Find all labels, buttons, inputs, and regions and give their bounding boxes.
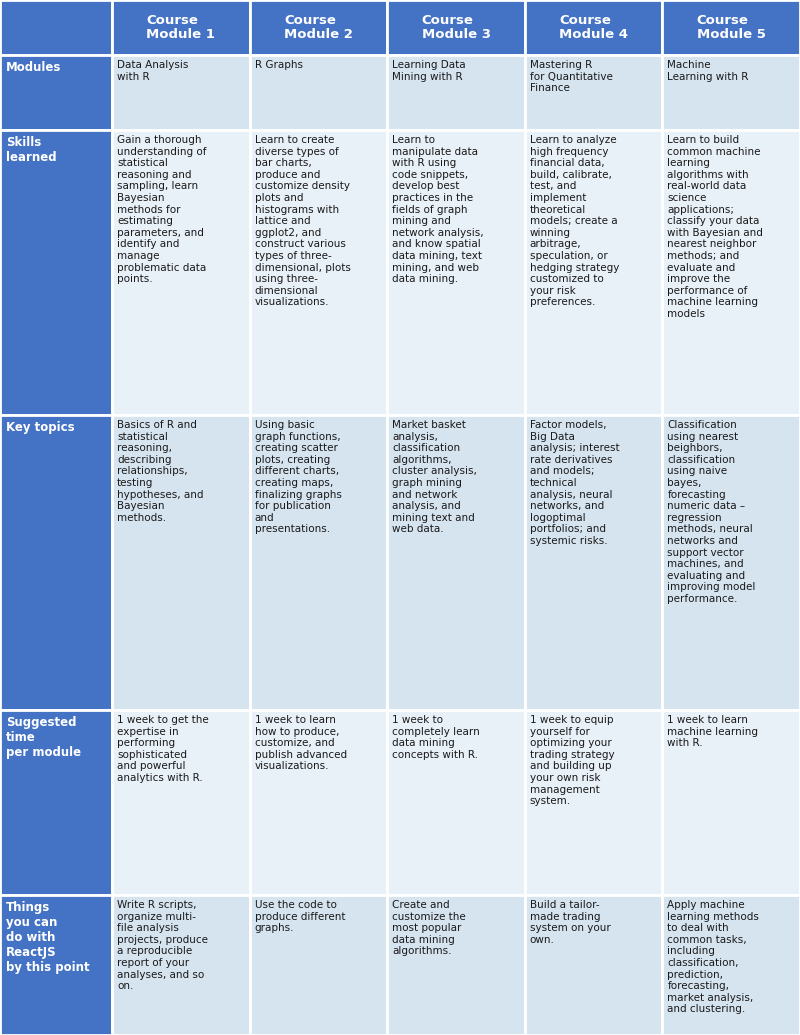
- Bar: [662, 895, 800, 1035]
- Text: Basics of R and
statistical
reasoning,
describing
relationships,
testing
hypothe: Basics of R and statistical reasoning, d…: [117, 420, 203, 523]
- Bar: [250, 710, 387, 895]
- Text: Learn to analyze
high frequency
financial data,
build, calibrate,
test, and
impl: Learn to analyze high frequency financia…: [530, 135, 619, 307]
- Text: Using basic
graph functions,
creating scatter
plots, creating
different charts,
: Using basic graph functions, creating sc…: [254, 420, 342, 534]
- Text: 1 week to learn
machine learning
with R.: 1 week to learn machine learning with R.: [667, 715, 758, 748]
- Text: 1 week to learn
how to produce,
customize, and
publish advanced
visualizations.: 1 week to learn how to produce, customiz…: [254, 715, 346, 771]
- Text: Learn to
manipulate data
with R using
code snippets,
develop best
practices in t: Learn to manipulate data with R using co…: [392, 135, 484, 285]
- Text: Machine
Learning with R: Machine Learning with R: [667, 60, 749, 82]
- Text: Modules: Modules: [6, 61, 62, 73]
- Bar: [525, 55, 662, 130]
- Bar: [0, 415, 112, 710]
- Text: Gain a thorough
understanding of
statistical
reasoning and
sampling, learn
Bayes: Gain a thorough understanding of statist…: [117, 135, 206, 285]
- Bar: [112, 415, 250, 710]
- Text: Build a tailor-
made trading
system on your
own.: Build a tailor- made trading system on y…: [530, 900, 610, 945]
- Text: Suggested
time
per module: Suggested time per module: [6, 716, 81, 759]
- Bar: [662, 55, 800, 130]
- Text: Skills
learned: Skills learned: [6, 136, 57, 164]
- Bar: [112, 710, 250, 895]
- Bar: [525, 710, 662, 895]
- Text: Data Analysis
with R: Data Analysis with R: [117, 60, 188, 82]
- Bar: [525, 895, 662, 1035]
- Bar: [662, 0, 800, 55]
- Bar: [387, 0, 525, 55]
- Text: 1 week to
completely learn
data mining
concepts with R.: 1 week to completely learn data mining c…: [392, 715, 480, 760]
- Text: Course
Module 4: Course Module 4: [559, 13, 628, 41]
- Bar: [662, 710, 800, 895]
- Bar: [250, 895, 387, 1035]
- Bar: [525, 415, 662, 710]
- Bar: [112, 895, 250, 1035]
- Text: Key topics: Key topics: [6, 421, 74, 434]
- Text: Create and
customize the
most popular
data mining
algorithms.: Create and customize the most popular da…: [392, 900, 466, 956]
- Text: Learning Data
Mining with R: Learning Data Mining with R: [392, 60, 466, 82]
- Bar: [0, 130, 112, 415]
- Bar: [0, 895, 112, 1035]
- Bar: [250, 415, 387, 710]
- Text: Mastering R
for Quantitative
Finance: Mastering R for Quantitative Finance: [530, 60, 613, 93]
- Bar: [112, 0, 250, 55]
- Bar: [525, 0, 662, 55]
- Text: Things
you can
do with
ReactJS
by this point: Things you can do with ReactJS by this p…: [6, 901, 90, 974]
- Bar: [112, 55, 250, 130]
- Bar: [0, 710, 112, 895]
- Bar: [662, 130, 800, 415]
- Bar: [387, 130, 525, 415]
- Text: Market basket
analysis,
classification
algorithms,
cluster analysis,
graph minin: Market basket analysis, classification a…: [392, 420, 477, 534]
- Text: 1 week to get the
expertise in
performing
sophisticated
and powerful
analytics w: 1 week to get the expertise in performin…: [117, 715, 209, 783]
- Bar: [250, 0, 387, 55]
- Text: Course
Module 3: Course Module 3: [422, 13, 490, 41]
- Bar: [112, 130, 250, 415]
- Bar: [0, 0, 112, 55]
- Bar: [250, 130, 387, 415]
- Text: Learn to build
common machine
learning
algorithms with
real-world data
science
a: Learn to build common machine learning a…: [667, 135, 763, 319]
- Bar: [662, 415, 800, 710]
- Text: Classification
using nearest
beighbors,
classification
using naive
bayes,
foreca: Classification using nearest beighbors, …: [667, 420, 756, 604]
- Bar: [387, 895, 525, 1035]
- Bar: [525, 130, 662, 415]
- Text: Course
Module 1: Course Module 1: [146, 13, 215, 41]
- Bar: [387, 415, 525, 710]
- Text: 1 week to equip
yourself for
optimizing your
trading strategy
and building up
yo: 1 week to equip yourself for optimizing …: [530, 715, 614, 806]
- Text: Course
Module 5: Course Module 5: [697, 13, 766, 41]
- Bar: [250, 55, 387, 130]
- Bar: [0, 55, 112, 130]
- Text: Use the code to
produce different
graphs.: Use the code to produce different graphs…: [254, 900, 345, 934]
- Text: Learn to create
diverse types of
bar charts,
produce and
customize density
plots: Learn to create diverse types of bar cha…: [254, 135, 350, 307]
- Text: Write R scripts,
organize multi-
file analysis
projects, produce
a reproducible
: Write R scripts, organize multi- file an…: [117, 900, 208, 992]
- Bar: [387, 55, 525, 130]
- Text: Factor models,
Big Data
analysis; interest
rate derivatives
and models;
technica: Factor models, Big Data analysis; intere…: [530, 420, 619, 546]
- Text: R Graphs: R Graphs: [254, 60, 302, 70]
- Text: Apply machine
learning methods
to deal with
common tasks,
including
classificati: Apply machine learning methods to deal w…: [667, 900, 759, 1014]
- Bar: [387, 710, 525, 895]
- Text: Course
Module 2: Course Module 2: [284, 13, 353, 41]
